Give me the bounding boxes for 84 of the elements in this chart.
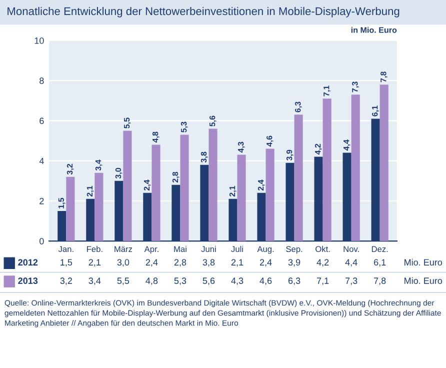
text: 5,3	[180, 122, 188, 132]
legend-label: 2013	[18, 278, 38, 284]
data-label: 2,4	[260, 259, 272, 267]
text: 5,5	[124, 118, 131, 128]
text: 3,9	[286, 150, 294, 161]
text: 2,4	[144, 180, 151, 191]
text: 2,8	[172, 172, 180, 183]
data-label: 2,4	[146, 259, 158, 267]
x-tick-label: Sep.	[286, 246, 302, 254]
text: 4,6	[266, 136, 274, 147]
chart-title: Monatliche Entwicklung der Nettowerbeinvestitionen in Mobile-Display-Werbung	[8, 6, 400, 18]
x-tick-label: Nov.	[344, 246, 359, 252]
text: 4,8	[152, 132, 160, 143]
data-label: 6,1	[374, 259, 386, 267]
data-label: 3,9	[288, 259, 300, 267]
bar	[237, 154, 246, 242]
data-label: 4,8	[146, 278, 158, 286]
bar	[266, 148, 274, 242]
x-tick-label: Aug.	[257, 246, 274, 254]
text: 4,3	[238, 142, 245, 153]
x-tick-label: Juni	[201, 246, 216, 252]
text: Mio. Euro	[404, 258, 442, 266]
x-tick-label: Jan.	[58, 246, 74, 252]
x-tick-label: Feb.	[87, 246, 102, 252]
text: 3,2	[66, 164, 74, 175]
y-tick-label: 4	[39, 158, 44, 164]
x-tick-label: Dez.	[372, 246, 388, 252]
data-label: 4,6	[260, 278, 272, 286]
data-label: 1,5	[60, 259, 72, 267]
text: 2,1	[229, 186, 236, 197]
data-label: 6,3	[288, 278, 300, 286]
data-label: 2,1	[88, 259, 101, 267]
data-label: 7,3	[346, 278, 358, 286]
data-label: 7,8	[374, 278, 386, 286]
data-label: 3,2	[60, 278, 72, 286]
text: 3,4	[95, 160, 102, 171]
text: 7,1	[324, 86, 330, 96]
text: 3,0	[115, 168, 122, 179]
text: 3,8	[200, 152, 208, 163]
text: Mio. Euro	[404, 277, 442, 284]
x-tick-label: Apr.	[144, 246, 158, 254]
y-tick-label: 8	[40, 78, 44, 84]
data-label: 7,1	[316, 278, 329, 286]
y-axis-title: in Mio. Euro	[351, 26, 397, 33]
data-label: 5,6	[202, 278, 215, 286]
data-label: 2,8	[174, 259, 186, 267]
data-label: 3,8	[202, 259, 215, 267]
data-label: 5,5	[117, 278, 130, 286]
legend-label: 2012	[18, 259, 38, 266]
y-tick-label: 2	[40, 198, 44, 204]
bar	[208, 128, 218, 242]
data-label: 4,4	[345, 259, 358, 267]
text: 4,4	[344, 140, 350, 151]
data-label: 4,3	[231, 278, 244, 286]
x-tick-label: März	[114, 246, 132, 252]
data-label: 5,3	[174, 278, 186, 286]
text: 5,6	[209, 116, 216, 126]
bar	[351, 94, 360, 242]
bar	[94, 172, 104, 242]
bar	[180, 134, 189, 242]
data-label: 2,1	[231, 259, 244, 267]
bar	[152, 144, 160, 242]
bar	[66, 176, 75, 242]
x-tick-label: Mai	[174, 246, 186, 252]
data-label: 4,2	[316, 259, 329, 267]
y-tick-label: 0	[40, 238, 44, 244]
x-tick-label: Juli	[231, 246, 243, 252]
text: 6,1	[372, 106, 379, 116]
y-tick-label: 10	[34, 37, 44, 44]
text: 6,3	[295, 102, 302, 112]
x-tick-label: Okt.	[316, 246, 330, 252]
data-label: 3,0	[117, 259, 130, 267]
text: 2,4	[258, 180, 265, 191]
bar	[294, 114, 303, 242]
text: 7,3	[352, 82, 359, 92]
y-tick-label: 6	[40, 118, 44, 124]
data-label: 3,4	[88, 278, 101, 286]
bar	[322, 98, 332, 242]
text: 7,8	[380, 72, 388, 82]
bar	[123, 130, 132, 242]
text: 4,2	[314, 144, 322, 155]
text: 1,5	[58, 198, 66, 208]
text: 2,1	[86, 186, 94, 197]
bar	[380, 84, 388, 242]
